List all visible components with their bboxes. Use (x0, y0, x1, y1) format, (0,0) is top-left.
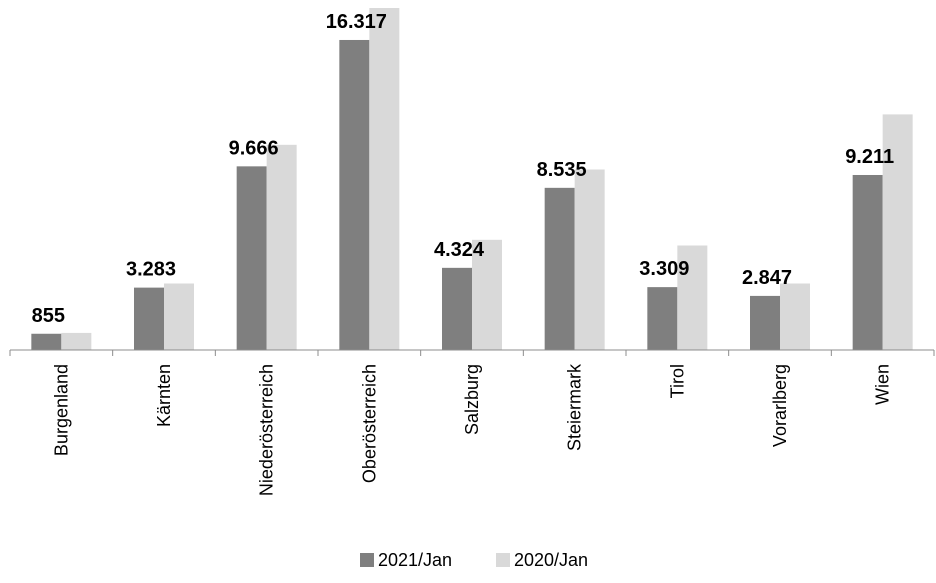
data-label: 4.324 (434, 239, 485, 261)
legend-swatch (496, 553, 510, 567)
bar-2020-oberösterreich (369, 8, 400, 350)
category-label: Burgenland (51, 364, 71, 456)
bar-2020-steiermark (574, 169, 605, 350)
bar-2021-tirol (647, 287, 678, 350)
data-label: 3.283 (126, 259, 176, 281)
bar-2020-wien (882, 114, 913, 351)
legend-swatch (360, 553, 374, 567)
category-label: Steiermark (565, 363, 585, 451)
bar-2020-vorarlberg (780, 283, 810, 350)
data-labels-layer: 855 3.283 9.666 16.317 4.324 8.535 3.309 2.847 9… (32, 11, 894, 327)
bar-2020-niederösterreich (266, 144, 297, 350)
legend-label: 2021/Jan (378, 550, 452, 570)
data-label: 16.317 (326, 11, 387, 33)
category-label: Salzburg (462, 364, 482, 435)
legend: 2021/Jan 2020/Jan (360, 550, 588, 570)
bar-2020-salzburg (472, 239, 502, 350)
bar-2020-tirol (677, 245, 708, 350)
x-axis-ticks (9, 350, 935, 356)
bar-2021-wien (852, 174, 883, 350)
category-label: Niederösterreich (257, 364, 277, 496)
bars-layer (31, 8, 913, 351)
legend-label: 2020/Jan (514, 550, 588, 570)
bar-2021-vorarlberg (750, 295, 780, 350)
data-label: 3.309 (639, 258, 689, 280)
category-labels-layer: Burgenland Kärnten Niederösterreich Oberöst… (51, 363, 892, 496)
category-label: Oberösterreich (359, 364, 379, 483)
bar-2020-kärnten (164, 283, 194, 350)
data-label: 8.535 (537, 159, 587, 181)
bar-2020-burgenland (61, 332, 92, 350)
category-label: Vorarlberg (770, 364, 790, 447)
category-label: Wien (873, 364, 893, 405)
bar-2021-niederösterreich (236, 166, 267, 350)
bar-2021-oberösterreich (339, 39, 370, 351)
bar-2021-salzburg (442, 267, 472, 350)
data-label: 9.211 (845, 146, 894, 168)
category-label: Tirol (667, 364, 687, 398)
data-label: 2.847 (742, 267, 792, 289)
category-label: Kärnten (154, 364, 174, 427)
data-label: 855 (32, 305, 65, 327)
bar-2021-burgenland (31, 333, 62, 350)
bar-2021-kärnten (134, 287, 164, 350)
bar-2021-steiermark (544, 187, 575, 350)
data-label: 9.666 (229, 137, 279, 159)
